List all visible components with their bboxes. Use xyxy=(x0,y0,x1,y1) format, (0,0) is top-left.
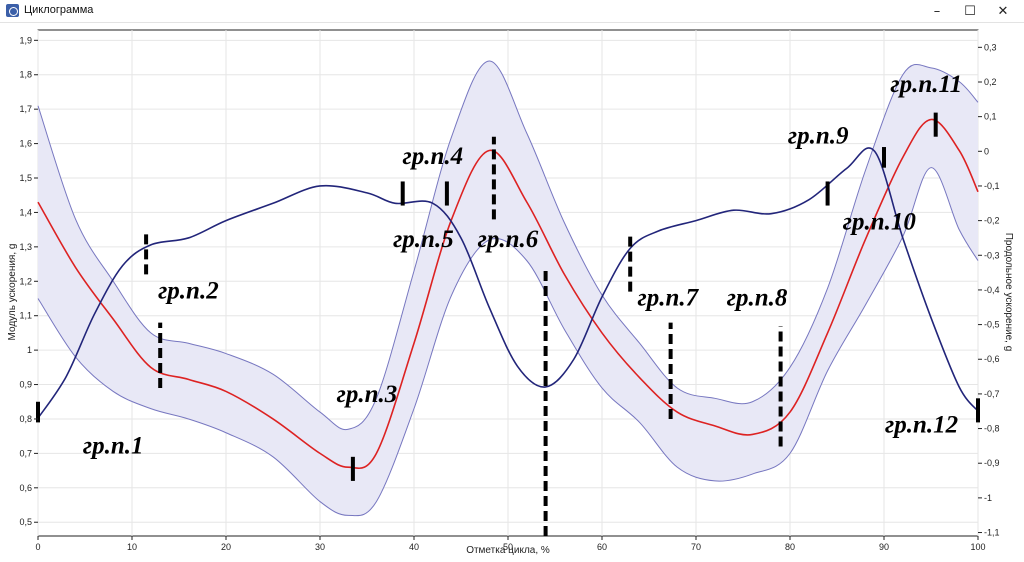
acceleration-modulus-line xyxy=(37,118,979,470)
phase-label: гр.п.4 xyxy=(402,143,463,170)
minimize-button[interactable]: – xyxy=(933,3,941,19)
phase-label: гр.п.9 xyxy=(788,123,849,150)
y-right-tick-label: 0 xyxy=(984,146,989,156)
x-tick-label: 50 xyxy=(503,542,513,552)
y-right-tick-label: -1 xyxy=(984,493,992,503)
y-right-tick-label: 0,2 xyxy=(984,77,997,87)
y-left-tick-label: 1,6 xyxy=(19,139,32,149)
x-tick-label: 40 xyxy=(409,542,419,552)
window-title: Циклограмма xyxy=(24,4,94,16)
phase-label: гр.п.2 xyxy=(158,277,219,304)
y-right-tick-label: -0,5 xyxy=(984,320,1000,330)
y-left-tick-label: 1,8 xyxy=(19,70,32,80)
phase-label: гр.п.3 xyxy=(337,381,398,408)
title-bar: Циклограмма – ☐ ✕ xyxy=(0,0,1024,23)
maximize-button[interactable]: ☐ xyxy=(964,3,976,19)
y-axis-left-label: Модуль ускорения, g xyxy=(7,244,18,341)
y-right-tick-label: -0,2 xyxy=(984,216,1000,226)
y-right-tick-label: -0,6 xyxy=(984,354,1000,364)
y-right-tick-label: -0,3 xyxy=(984,250,1000,260)
y-right-tick-label: -0,8 xyxy=(984,424,1000,434)
phase-label: гр.п.8 xyxy=(727,284,788,311)
x-tick-label: 30 xyxy=(315,542,325,552)
x-tick-label: 70 xyxy=(691,542,701,552)
band-upper-edge xyxy=(37,60,979,431)
y-left-tick-label: 1,9 xyxy=(19,35,32,45)
phase-label: гр.п.11 xyxy=(890,71,962,98)
y-left-tick-label: 1,1 xyxy=(19,311,32,321)
x-tick-label: 100 xyxy=(970,542,985,552)
x-tick-label: 90 xyxy=(879,542,889,552)
longitudinal-acceleration-line xyxy=(37,147,979,419)
y-left-tick-label: 1,3 xyxy=(19,242,32,252)
y-right-tick-label: 0,1 xyxy=(984,112,997,122)
x-tick-label: 0 xyxy=(35,542,40,552)
y-right-tick-label: -0,9 xyxy=(984,458,1000,468)
phase-label: гр.п.5 xyxy=(393,226,454,253)
y-left-tick-label: 1,2 xyxy=(19,276,32,286)
y-left-tick-label: 1,5 xyxy=(19,173,32,183)
y-left-tick-label: 1,7 xyxy=(19,104,32,114)
band-lower-edge xyxy=(37,167,979,517)
y-axis-right-label: Продольное ускорение, g xyxy=(1003,233,1014,352)
confidence-band xyxy=(38,60,978,516)
x-tick-label: 20 xyxy=(221,542,231,552)
phase-label: гр.п.10 xyxy=(843,209,917,236)
x-tick-label: 60 xyxy=(597,542,607,552)
y-right-tick-label: -1,1 xyxy=(984,528,1000,538)
runner-icon xyxy=(6,4,19,17)
phase-label: гр.п.7 xyxy=(637,284,699,311)
x-tick-label: 10 xyxy=(127,542,137,552)
y-right-tick-label: -0,7 xyxy=(984,389,1000,399)
y-left-tick-label: 0,9 xyxy=(19,380,32,390)
y-right-tick-label: -0,4 xyxy=(984,285,1000,295)
y-right-tick-label: -0,1 xyxy=(984,181,1000,191)
x-axis-label: Отметка цикла, % xyxy=(466,545,550,556)
y-left-tick-label: 0,8 xyxy=(19,414,32,424)
close-button[interactable]: ✕ xyxy=(997,3,1009,19)
y-left-tick-label: 0,6 xyxy=(19,483,32,493)
y-right-tick-label: 0,3 xyxy=(984,42,997,52)
phase-label: гр.п.12 xyxy=(885,412,958,439)
y-left-tick-label: 1,4 xyxy=(19,207,32,217)
y-left-tick-label: 0,5 xyxy=(19,517,32,527)
phase-label: гр.п.1 xyxy=(83,432,144,459)
phase-label: гр.п.6 xyxy=(478,226,539,253)
x-tick-label: 80 xyxy=(785,542,795,552)
cyclogram-chart: 0 10 20 30 40 50 60 70 80 90 100 0,5 0,6 0,7 0,8 0,9 1 1,… xyxy=(7,29,1014,556)
y-left-tick-label: 0,7 xyxy=(19,448,32,458)
y-left-tick-label: 1 xyxy=(27,345,32,355)
